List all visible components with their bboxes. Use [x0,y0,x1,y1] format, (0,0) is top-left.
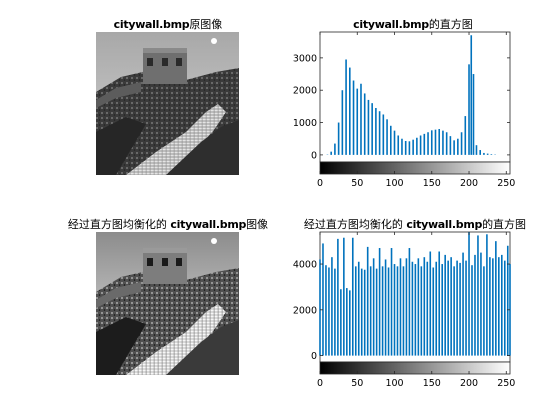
equalized-hist-xtick-label: 250 [497,378,515,389]
original-hist-xtick-label: 250 [497,178,515,189]
original-hist-xtick-label: 200 [460,178,478,189]
equalized-hist-ytick-label: 4000 [293,260,317,271]
original-hist-xtick-label: 50 [351,178,363,189]
equalized-image-title: 经过直方图均衡化的 citywall.bmp图像 [40,216,296,232]
equalized-hist-grayscale-bar [320,362,510,374]
equalized-hist-xtick-label: 50 [351,378,363,389]
original-image-render [96,32,239,175]
original-hist-ytick-label: 3000 [293,53,317,64]
original-hist-xtick-label: 0 [317,178,323,189]
original-image [96,32,239,175]
equalized-hist-xtick-label: 0 [317,378,323,389]
original-hist-grayscale-bar [320,162,510,174]
original-image-title: citywall.bmp原图像 [96,16,240,32]
equalized-hist-xtick-label: 200 [460,378,478,389]
equalized-hist-xtick-label: 100 [385,378,403,389]
equalized-histogram-chart: 0 2000 4000 0 50 100 150 200 250 [290,228,518,396]
original-histogram-chart: 0 1000 2000 3000 0 50 100 150 200 250 [290,28,518,196]
original-hist-ytick-label: 1000 [293,118,317,129]
original-hist-xtick-label: 100 [385,178,403,189]
equalized-hist-ytick-label: 0 [311,351,317,362]
original-hist-xtick-label: 150 [423,178,441,189]
equalized-hist-ytick-label: 2000 [293,305,317,316]
original-hist-ytick-label: 0 [311,150,317,161]
original-hist-ytick-label: 2000 [293,86,317,97]
original-hist-plot-area [320,32,510,162]
equalized-image [96,232,239,375]
equalized-image-render [96,232,239,375]
equalized-hist-xtick-label: 150 [423,378,441,389]
